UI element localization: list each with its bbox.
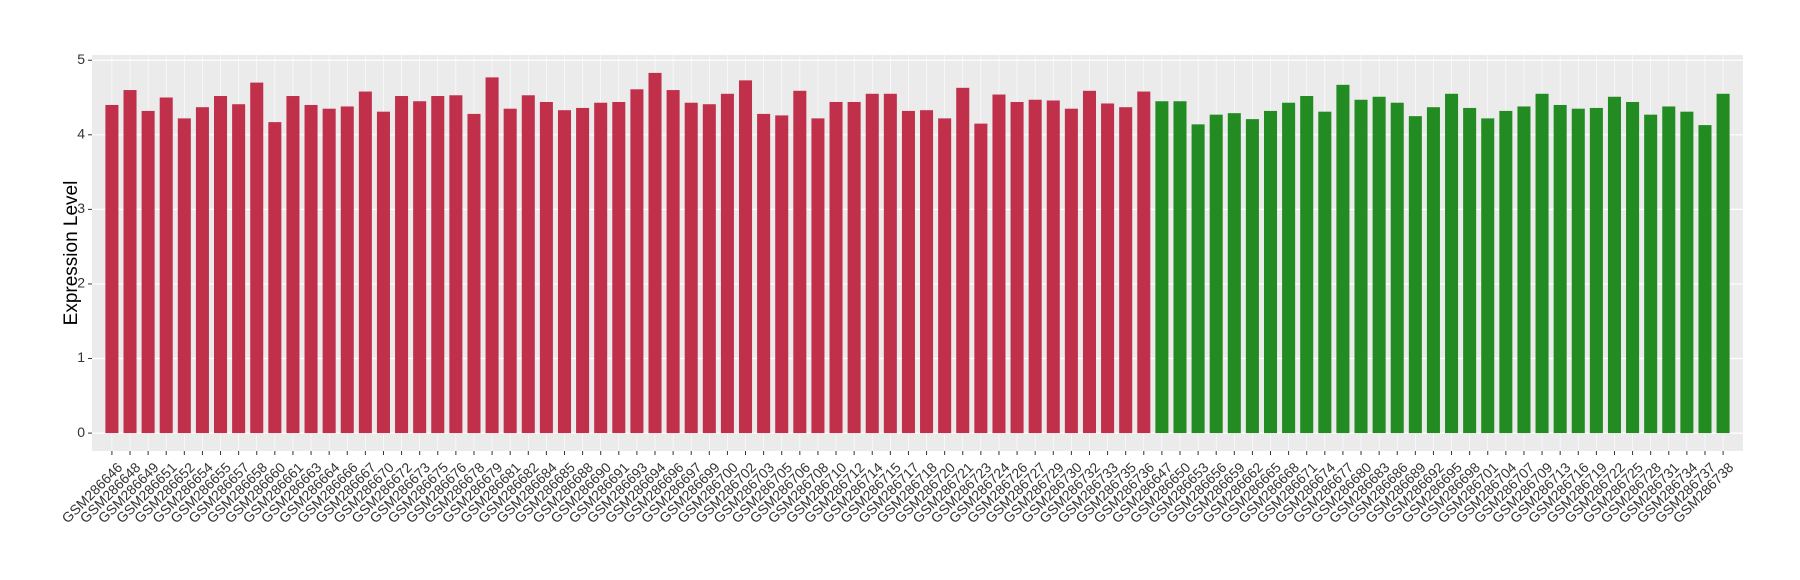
bar [557, 110, 572, 434]
bar [1680, 111, 1694, 434]
bar [195, 107, 209, 434]
bar [1517, 106, 1531, 434]
bar [739, 80, 753, 434]
bar [1263, 110, 1278, 434]
bar [1481, 118, 1495, 434]
bar [485, 77, 499, 434]
bar [214, 96, 228, 434]
bar [920, 110, 934, 434]
bar [413, 101, 427, 434]
bar [1082, 90, 1096, 434]
bar [757, 113, 771, 434]
y-tick-label: 1 [77, 349, 85, 365]
bar [123, 90, 137, 434]
bar [1173, 101, 1187, 434]
bar [376, 111, 390, 434]
bar [576, 107, 590, 434]
bar [1046, 100, 1060, 434]
bar [431, 96, 445, 434]
bar [1698, 125, 1712, 434]
bar [1300, 96, 1314, 434]
y-tick-label: 2 [77, 275, 85, 291]
plot-background [92, 55, 1743, 451]
bar [1318, 111, 1332, 434]
bar [702, 104, 716, 434]
bar [1336, 84, 1350, 434]
bar [340, 106, 354, 434]
bar [1390, 102, 1404, 434]
bar [720, 93, 734, 434]
bar [666, 90, 680, 434]
bar [395, 96, 409, 434]
bar [521, 95, 535, 434]
bar [177, 118, 191, 434]
bar [232, 104, 246, 434]
bar [1553, 104, 1567, 434]
bar [974, 123, 988, 434]
bar [1408, 116, 1422, 434]
y-tick-label: 5 [77, 51, 85, 67]
bar [159, 97, 173, 434]
bar [901, 110, 915, 434]
bar [1535, 93, 1549, 434]
bar [1626, 101, 1640, 434]
bar [1137, 91, 1151, 434]
bar [1589, 107, 1603, 434]
bar [1463, 107, 1477, 434]
bar [992, 94, 1006, 434]
bar [1445, 93, 1459, 434]
bar [1010, 101, 1024, 434]
bar [1644, 114, 1658, 434]
bar [1064, 108, 1078, 434]
bar [811, 118, 825, 434]
bar [594, 102, 608, 434]
bar [1662, 106, 1676, 434]
bar [304, 104, 318, 434]
bar [956, 87, 970, 434]
bar [793, 90, 807, 434]
y-tick-label: 4 [77, 125, 85, 141]
bar [883, 93, 897, 434]
bar [1354, 99, 1368, 434]
bar [1571, 108, 1585, 434]
bar [684, 102, 698, 434]
bar [847, 101, 861, 434]
bar [1499, 110, 1513, 434]
bar [1119, 107, 1133, 434]
bar [1245, 119, 1259, 434]
bar [612, 101, 626, 434]
bar [630, 89, 644, 434]
y-axis-label: Expression Level [61, 181, 82, 326]
bar [467, 113, 481, 434]
bar [286, 96, 300, 434]
bar [539, 101, 553, 434]
bar [250, 82, 264, 434]
bar [1426, 107, 1440, 434]
y-tick-label: 0 [77, 424, 85, 440]
bar [105, 104, 119, 434]
bar [1227, 113, 1241, 434]
bar [503, 108, 517, 434]
bar [1716, 93, 1730, 434]
bar [1372, 96, 1386, 434]
bar [1028, 99, 1042, 434]
bar [1101, 103, 1115, 434]
bar [1191, 124, 1205, 434]
bar [141, 110, 155, 434]
bar [1209, 114, 1223, 434]
bar [648, 72, 662, 434]
bar [1155, 101, 1169, 434]
bar [938, 118, 952, 434]
bar [268, 122, 282, 434]
bar [1607, 96, 1621, 434]
bar [829, 101, 843, 434]
y-tick-label: 3 [77, 200, 85, 216]
bar [358, 91, 372, 434]
bar [865, 93, 879, 434]
bar [449, 95, 463, 434]
bar [1282, 102, 1296, 434]
bar [775, 115, 789, 434]
bar [322, 108, 336, 434]
